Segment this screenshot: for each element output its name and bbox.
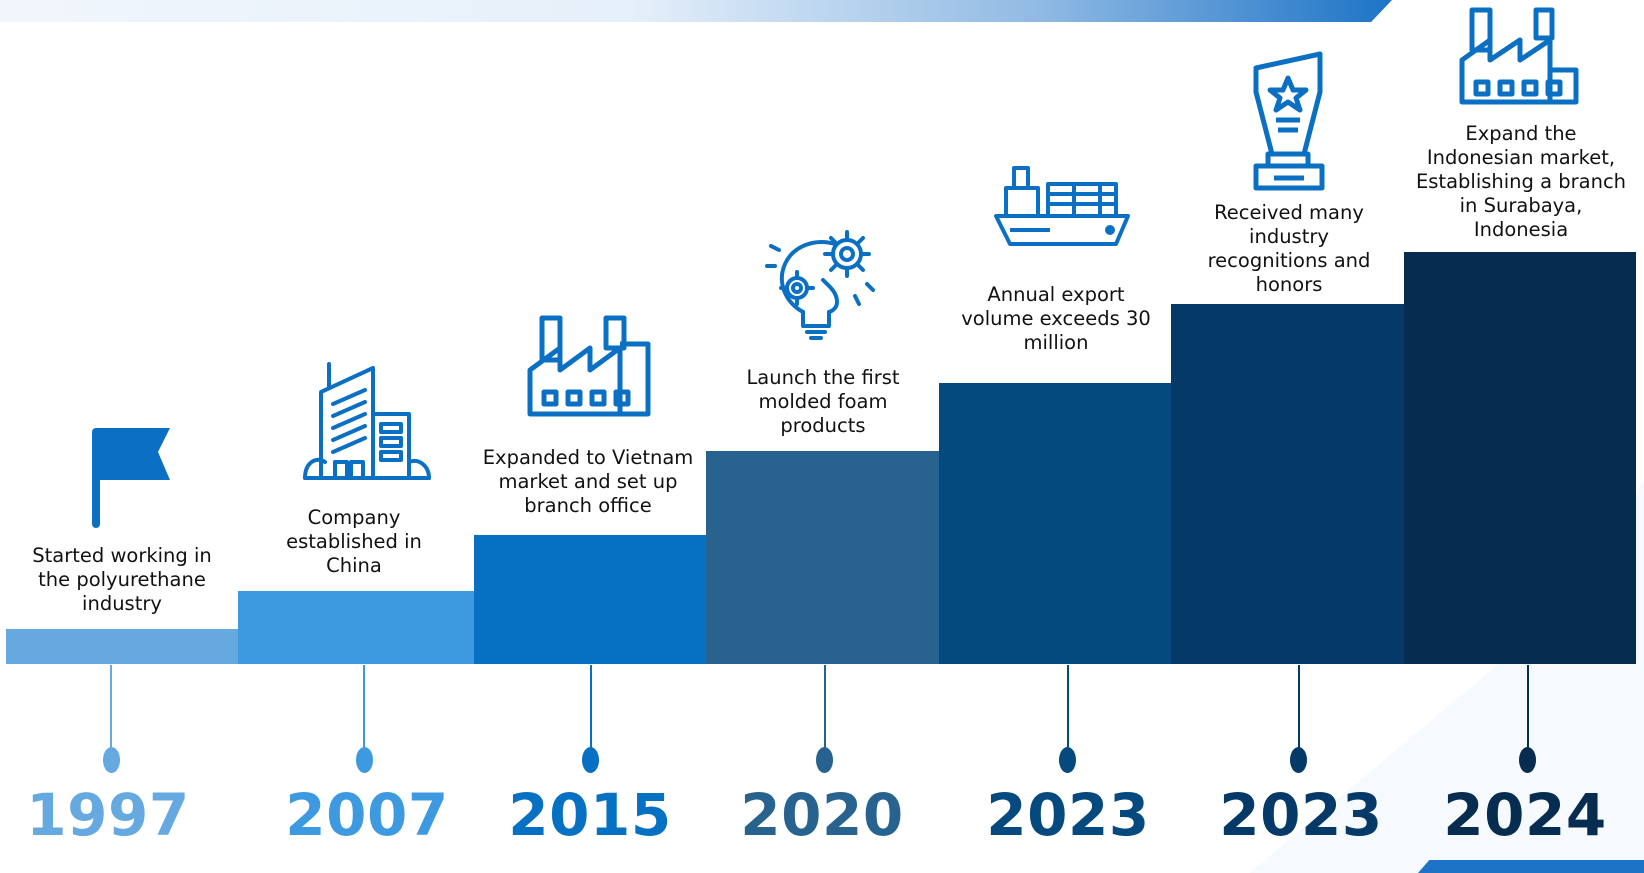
marker-2024 — [1519, 747, 1536, 773]
step-2020 — [706, 451, 939, 664]
marker-2023b — [1290, 747, 1307, 773]
caption-1997: Started working in the polyurethane indu… — [32, 544, 212, 615]
step-2007 — [238, 591, 474, 664]
step-2024 — [1404, 252, 1636, 664]
marker-2015 — [582, 747, 599, 773]
step-2023a — [939, 383, 1171, 664]
stem-2023a — [1067, 665, 1069, 755]
marker-2020 — [816, 747, 833, 773]
office-building-icon — [303, 362, 431, 480]
factory-icon — [1459, 7, 1579, 105]
flag-icon — [92, 428, 170, 528]
cargo-ship-icon — [994, 166, 1130, 246]
caption-2024: Expand the Indonesian market, Establishi… — [1415, 122, 1627, 241]
lightbulb-gear-icon — [765, 230, 875, 340]
marker-1997 — [103, 747, 120, 773]
stem-2015 — [590, 665, 592, 755]
caption-2015: Expanded to Vietnam market and set up br… — [482, 446, 694, 517]
caption-2007: Company established in China — [286, 506, 422, 577]
marker-2023a — [1059, 747, 1076, 773]
caption-2023a: Annual export volume exceeds 30 million — [961, 283, 1151, 354]
year-2020: 2020 — [740, 781, 904, 849]
trophy-icon — [1253, 51, 1325, 191]
year-2023a: 2023 — [986, 781, 1150, 849]
year-1997: 1997 — [26, 781, 190, 849]
step-1997 — [6, 629, 238, 664]
year-2015: 2015 — [508, 781, 672, 849]
top-accent-bar — [0, 0, 1392, 22]
step-2015 — [474, 535, 706, 664]
stem-1997 — [110, 665, 112, 755]
step-2023b — [1171, 304, 1404, 664]
marker-2007 — [356, 747, 373, 773]
year-2023b: 2023 — [1219, 781, 1383, 849]
year-2024: 2024 — [1443, 781, 1607, 849]
caption-2023b: Received many industry recognitions and … — [1207, 201, 1371, 296]
bottom-accent-bar — [1418, 860, 1644, 873]
factory-icon — [527, 315, 651, 417]
stem-2007 — [363, 665, 365, 755]
caption-2020: Launch the first molded foam products — [746, 366, 900, 437]
stem-2024 — [1527, 665, 1529, 755]
year-2007: 2007 — [285, 781, 449, 849]
stem-2020 — [824, 665, 826, 755]
stem-2023b — [1298, 665, 1300, 755]
